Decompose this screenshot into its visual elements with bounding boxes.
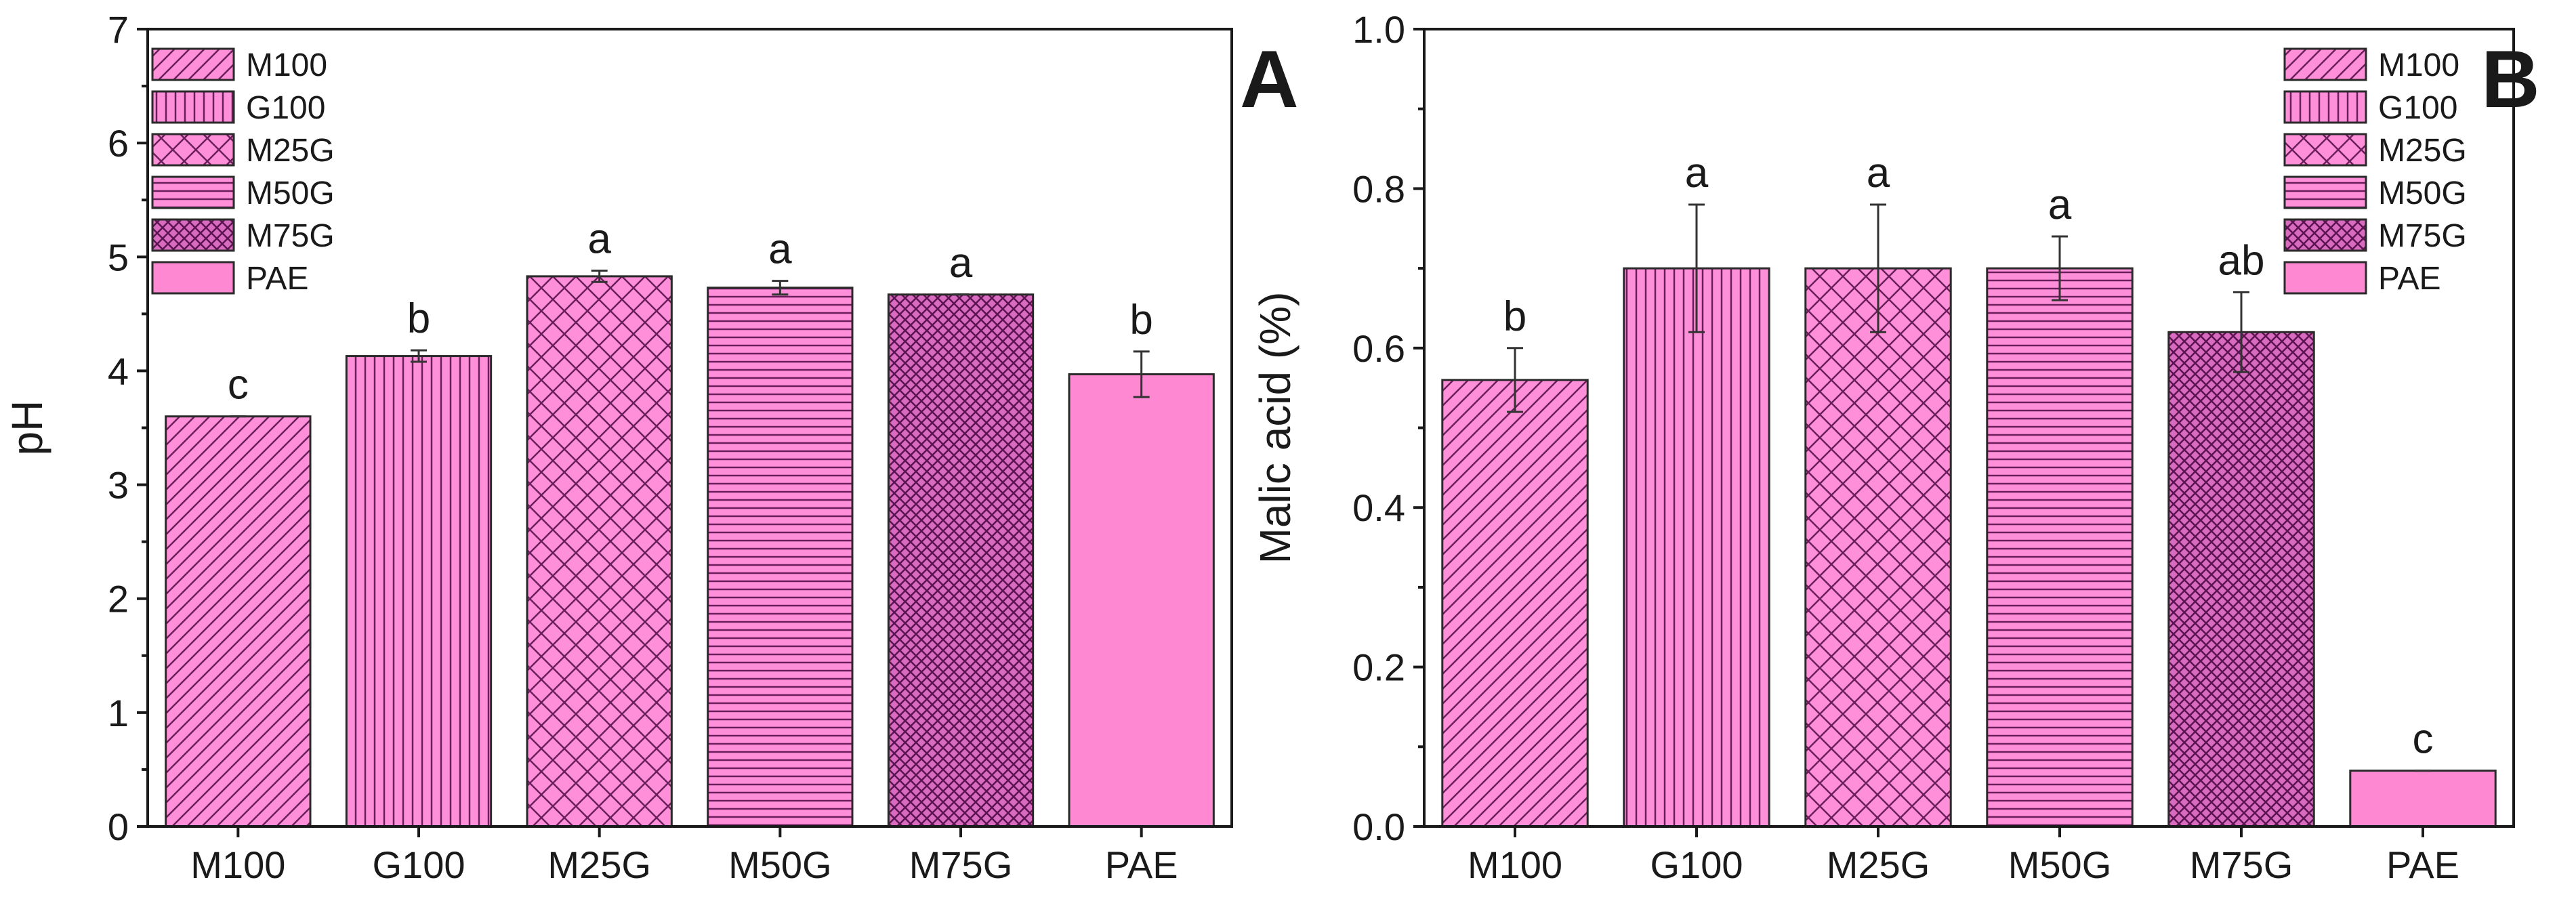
x-tick-label: PAE [1105,843,1178,886]
legend-swatch-g100 [2283,90,2367,124]
y-tick-label: 0.2 [1352,646,1405,689]
legend-swatch-m25g [151,133,235,167]
legend-swatch-pae [151,261,235,295]
bar-m50g [1986,267,2134,828]
bar-pae [1068,373,1215,828]
x-tick-label: M100 [1468,843,1562,886]
y-tick-label: 4 [108,350,129,392]
panel-a-chart: c M100 b G100 a M25G a M50G a M75G b PAE 0 1 2 3 4 5 6 7 pH M… [3,8,1299,886]
legend-swatch-pae [2283,261,2367,295]
legend-label: M100 [246,47,327,83]
legend-label: G100 [2378,90,2457,126]
legend-label: M100 [2378,47,2459,83]
y-tick-label: 6 [108,122,129,165]
x-tick-label: M50G [728,843,832,886]
legend-swatch-m75g [2283,218,2367,252]
legend-label: PAE [2378,261,2440,297]
y-tick-label: 5 [108,236,129,278]
legend-swatch-m100 [2283,47,2367,81]
legend-label: M75G [246,218,335,254]
legend-swatch-m25g [2283,133,2367,167]
bar-m75g [2167,331,2315,828]
significance-letter: a [587,215,611,262]
bar-m25g [1804,267,1952,828]
y-tick-label: 2 [108,578,129,621]
x-tick-label: M25G [547,843,651,886]
x-tick-label: M50G [2008,843,2112,886]
y-tick-label: 3 [108,464,129,507]
significance-letter: ab [2218,237,2265,284]
legend-label: M75G [2378,218,2467,254]
significance-letter: b [407,295,430,342]
legend-label: G100 [246,90,325,126]
x-tick-label: PAE [2386,843,2459,886]
y-tick-label: 0.8 [1352,167,1405,210]
legend-label: M50G [2378,175,2467,211]
y-tick-label: 1.0 [1352,8,1405,51]
x-tick-label: G100 [1650,843,1743,886]
x-tick-label: M75G [2190,843,2293,886]
legend-swatch-g100 [151,90,235,124]
significance-letter: b [1503,293,1526,340]
y-axis-label: Malic acid (%) [1251,292,1300,564]
bar-m50g [707,287,854,828]
y-tick-label: 0.0 [1352,805,1405,848]
significance-letter: a [2048,182,2072,228]
significance-letter: a [949,240,973,287]
y-tick-label: 0.6 [1352,327,1405,370]
x-tick-label: M75G [909,843,1013,886]
panel-letter: A [1240,34,1299,125]
x-tick-label: M100 [190,843,285,886]
x-tick-label: M25G [1827,843,1930,886]
bar-m100 [165,415,312,828]
y-tick-label: 1 [108,692,129,734]
legend-swatch-m75g [151,218,235,252]
significance-letter: c [228,362,249,408]
y-axis-label: pH [3,400,51,456]
panel-b-chart: b M100 a G100 a M25G a M50G ab M75G c PAE 0.0 0.2 0.4 0… [1251,8,2540,886]
x-tick-label: G100 [373,843,465,886]
legend-label: M25G [2378,133,2467,169]
bar-g100 [345,355,493,828]
y-tick-label: 0.4 [1352,486,1405,529]
legend-swatch-m50g [151,175,235,209]
panel-letter: B [2481,34,2540,125]
bar-g100 [1623,267,1770,828]
significance-letter: a [1867,150,1890,196]
bar-m25g [526,275,673,828]
significance-letter: b [1129,297,1152,343]
legend-swatch-m100 [151,47,235,81]
significance-letter: a [768,226,792,273]
significance-letter: a [1685,150,1709,196]
bar-pae [2349,770,2497,828]
y-tick-label: 0 [108,805,129,848]
bar-m75g [887,293,1035,828]
significance-letter: c [2413,716,2434,763]
legend-label: M25G [246,133,335,169]
legend-label: PAE [246,261,308,297]
legend-swatch-m50g [2283,175,2367,209]
legend-label: M50G [246,175,335,211]
bar-m100 [1441,379,1589,828]
y-tick-label: 7 [108,8,129,51]
